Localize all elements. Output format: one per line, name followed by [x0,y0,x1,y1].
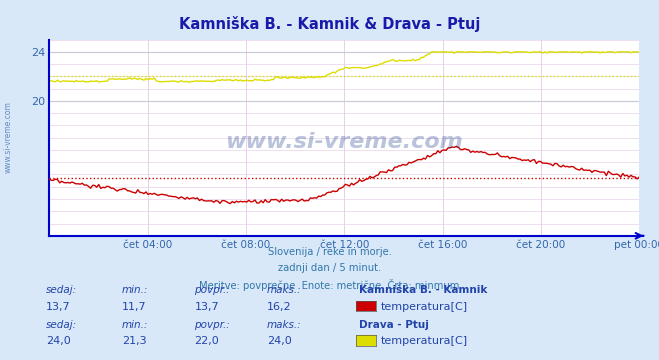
Text: 22,0: 22,0 [194,336,219,346]
Text: www.si-vreme.com: www.si-vreme.com [3,101,13,173]
Text: 11,7: 11,7 [122,302,146,312]
Text: Kamniška B. - Kamnik: Kamniška B. - Kamnik [359,285,488,296]
Text: 24,0: 24,0 [267,336,292,346]
Text: temperatura[C]: temperatura[C] [381,336,468,346]
Text: maks.:: maks.: [267,320,302,330]
Text: 21,3: 21,3 [122,336,146,346]
Text: Drava - Ptuj: Drava - Ptuj [359,320,429,330]
Text: 16,2: 16,2 [267,302,291,312]
Text: zadnji dan / 5 minut.: zadnji dan / 5 minut. [278,263,381,273]
Text: povpr.:: povpr.: [194,320,230,330]
Text: sedaj:: sedaj: [46,320,77,330]
Text: min.:: min.: [122,285,148,296]
Text: min.:: min.: [122,320,148,330]
Text: 24,0: 24,0 [46,336,71,346]
Text: maks.:: maks.: [267,285,302,296]
Text: Meritve: povprečne  Enote: metrične  Črta: minmum: Meritve: povprečne Enote: metrične Črta:… [199,279,460,291]
Text: temperatura[C]: temperatura[C] [381,302,468,312]
Text: Kamniška B. - Kamnik & Drava - Ptuj: Kamniška B. - Kamnik & Drava - Ptuj [179,16,480,32]
Text: Slovenija / reke in morje.: Slovenija / reke in morje. [268,247,391,257]
Text: www.si-vreme.com: www.si-vreme.com [225,132,463,152]
Text: 13,7: 13,7 [46,302,71,312]
Text: povpr.:: povpr.: [194,285,230,296]
Text: 13,7: 13,7 [194,302,219,312]
Text: sedaj:: sedaj: [46,285,77,296]
